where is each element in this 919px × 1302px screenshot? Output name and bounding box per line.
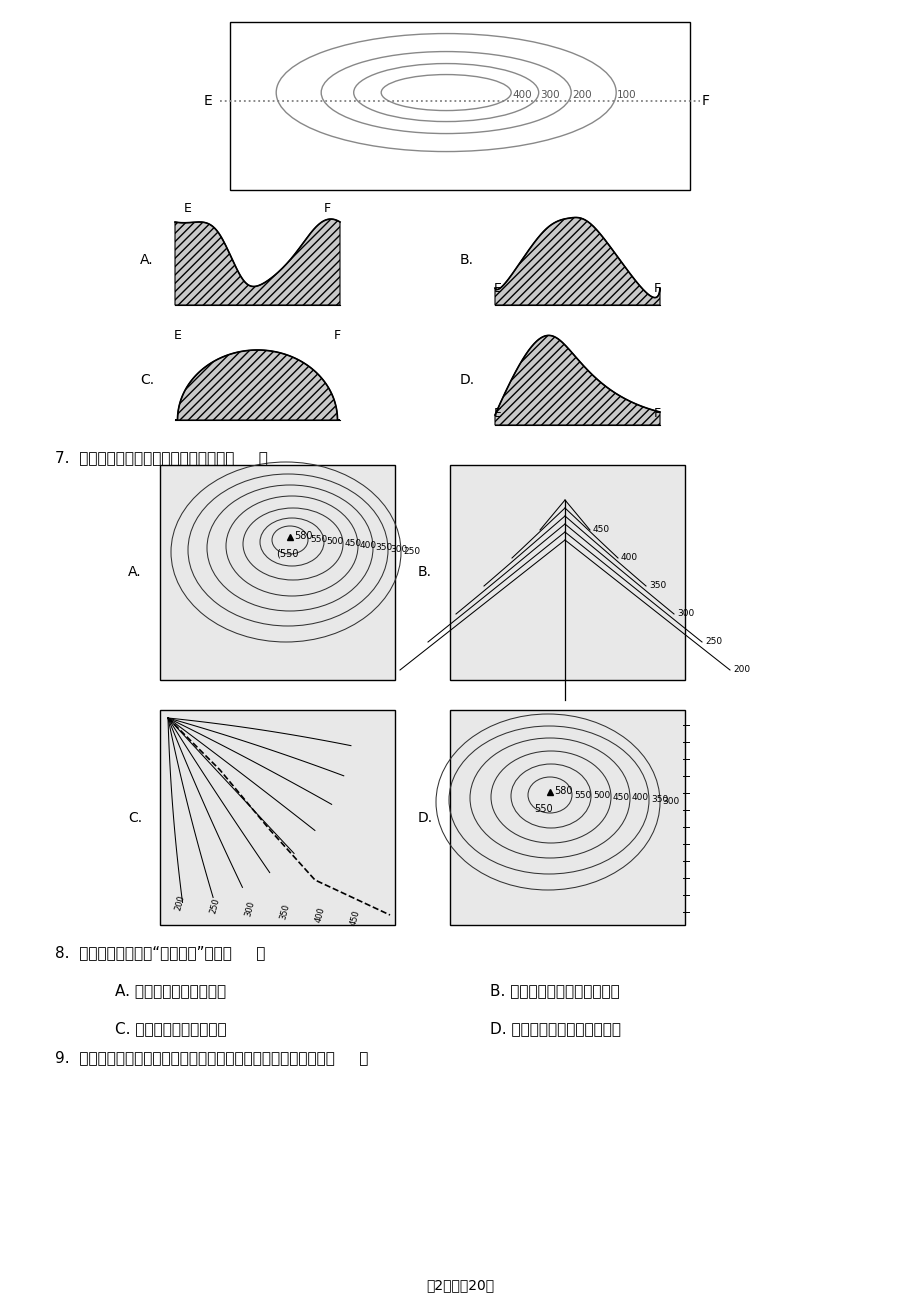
Text: F: F bbox=[652, 283, 660, 296]
Text: B.: B. bbox=[460, 253, 473, 267]
Text: E: E bbox=[184, 202, 192, 215]
Text: 200: 200 bbox=[572, 90, 591, 99]
Text: 200: 200 bbox=[732, 665, 749, 674]
Text: 550: 550 bbox=[310, 535, 327, 544]
Text: 550: 550 bbox=[533, 805, 552, 814]
Polygon shape bbox=[175, 219, 340, 305]
Text: 350: 350 bbox=[648, 582, 665, 591]
Text: 400: 400 bbox=[359, 542, 377, 551]
Bar bbox=[230, 22, 689, 190]
Text: E: E bbox=[494, 408, 502, 421]
Text: 350: 350 bbox=[651, 796, 667, 805]
Text: 350: 350 bbox=[278, 904, 291, 921]
Bar bbox=[160, 465, 394, 680]
Text: 400: 400 bbox=[313, 906, 326, 924]
Text: 400: 400 bbox=[512, 90, 531, 99]
Text: A.: A. bbox=[128, 565, 142, 579]
Text: 550: 550 bbox=[573, 790, 591, 799]
Text: 500: 500 bbox=[593, 792, 609, 801]
Text: F: F bbox=[652, 408, 660, 421]
Text: 9.  如图表示海陆分布模式图，其中表示半岛和岛屿的序号分别是（     ）: 9. 如图表示海陆分布模式图，其中表示半岛和岛屿的序号分别是（ ） bbox=[55, 1049, 368, 1065]
Text: 250: 250 bbox=[704, 638, 721, 647]
Text: 580: 580 bbox=[294, 531, 312, 542]
Text: B. 由于过度砍伐导致土地沙化: B. 由于过度砍伐导致土地沙化 bbox=[490, 983, 619, 999]
Text: 250: 250 bbox=[209, 897, 221, 915]
Text: F: F bbox=[701, 94, 709, 108]
Text: 250: 250 bbox=[403, 548, 420, 556]
Text: D.: D. bbox=[417, 811, 433, 824]
Bar bbox=[160, 710, 394, 924]
Text: 第2页，內20页: 第2页，內20页 bbox=[425, 1279, 494, 1292]
Text: C. 北方春季雨少形成沙尘: C. 北方春季雨少形成沙尘 bbox=[115, 1021, 226, 1036]
Text: C.: C. bbox=[128, 811, 142, 824]
Text: 100: 100 bbox=[617, 90, 636, 99]
Text: 7.  下列山体部位中，容易发育河流的是（     ）: 7. 下列山体部位中，容易发育河流的是（ ） bbox=[55, 450, 267, 465]
Text: (550: (550 bbox=[276, 549, 298, 559]
Text: 300: 300 bbox=[244, 900, 256, 918]
Text: F: F bbox=[323, 202, 330, 215]
Polygon shape bbox=[175, 350, 340, 421]
Text: 450: 450 bbox=[612, 793, 630, 802]
Polygon shape bbox=[494, 217, 659, 305]
Bar bbox=[449, 710, 685, 924]
Text: 450: 450 bbox=[345, 539, 362, 548]
Bar bbox=[449, 465, 685, 680]
Text: B.: B. bbox=[417, 565, 432, 579]
Text: 8.  下列地理现象属于“沧海桑田”的是（     ）: 8. 下列地理现象属于“沧海桑田”的是（ ） bbox=[55, 945, 265, 960]
Text: D.: D. bbox=[460, 372, 474, 387]
Text: 300: 300 bbox=[390, 546, 407, 555]
Text: 300: 300 bbox=[662, 798, 678, 806]
Text: 400: 400 bbox=[620, 553, 638, 562]
Text: F: F bbox=[333, 329, 340, 342]
Text: 300: 300 bbox=[539, 90, 559, 99]
Text: 450: 450 bbox=[348, 909, 361, 927]
Text: 400: 400 bbox=[631, 793, 649, 802]
Polygon shape bbox=[494, 336, 659, 424]
Text: E: E bbox=[494, 283, 502, 296]
Text: 200: 200 bbox=[174, 894, 187, 911]
Text: C.: C. bbox=[140, 372, 154, 387]
Text: E: E bbox=[203, 94, 211, 108]
Text: E: E bbox=[174, 329, 182, 342]
Text: D. 台湾海峡海底发现森林遗迹: D. 台湾海峡海底发现森林遗迹 bbox=[490, 1021, 620, 1036]
Text: A.: A. bbox=[140, 253, 153, 267]
Text: A. 工厂废水导致河流污染: A. 工厂废水导致河流污染 bbox=[115, 983, 226, 999]
Text: 300: 300 bbox=[676, 609, 694, 618]
Text: 450: 450 bbox=[593, 526, 609, 535]
Text: 500: 500 bbox=[325, 538, 343, 547]
Text: 580: 580 bbox=[553, 786, 572, 796]
Text: 350: 350 bbox=[375, 543, 391, 552]
